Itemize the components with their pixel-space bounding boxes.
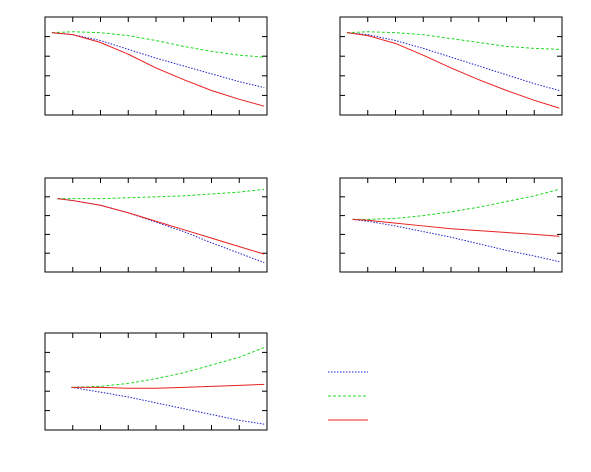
series-line	[51, 31, 265, 58]
series-line	[352, 218, 560, 237]
series-line	[346, 32, 560, 91]
series-line	[346, 32, 560, 109]
plot-frame	[339, 177, 563, 273]
series-line	[352, 188, 560, 220]
series-line	[352, 218, 560, 263]
series-line	[57, 198, 265, 264]
series-line	[51, 32, 265, 89]
plot-frame	[44, 332, 268, 431]
series-line	[51, 32, 265, 107]
series-line	[71, 347, 265, 388]
series-line	[57, 198, 265, 255]
series-line	[71, 386, 265, 425]
series-line	[57, 188, 265, 200]
series-line	[71, 383, 265, 389]
series-line	[346, 31, 560, 50]
